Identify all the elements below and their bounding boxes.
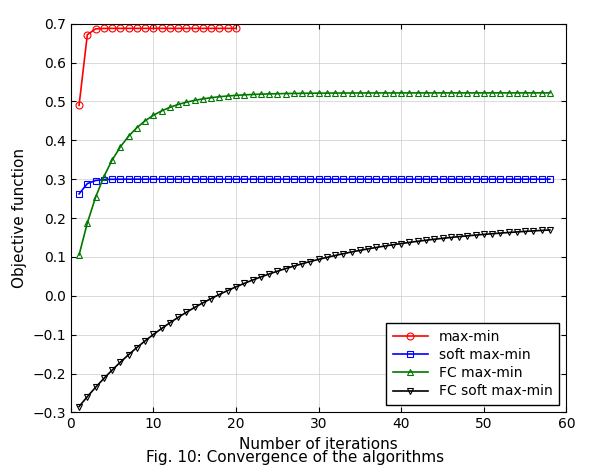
FC max-min xyxy=(530,90,537,96)
soft max-min xyxy=(480,176,487,182)
max-min xyxy=(232,26,240,31)
FC soft max-min xyxy=(472,232,479,238)
FC max-min xyxy=(389,90,396,96)
Line: max-min: max-min xyxy=(76,25,240,109)
max-min xyxy=(84,32,91,37)
FC max-min xyxy=(76,252,83,258)
Line: soft max-min: soft max-min xyxy=(76,176,553,197)
soft max-min xyxy=(183,176,190,182)
FC soft max-min xyxy=(389,242,396,247)
max-min xyxy=(109,26,116,31)
Line: FC max-min: FC max-min xyxy=(76,90,553,258)
max-min xyxy=(150,26,157,31)
FC soft max-min xyxy=(530,228,537,234)
Line: FC soft max-min: FC soft max-min xyxy=(76,227,553,410)
max-min xyxy=(76,102,83,108)
max-min xyxy=(142,26,149,31)
FC soft max-min xyxy=(76,404,83,410)
max-min xyxy=(158,26,165,31)
max-min xyxy=(92,26,99,32)
max-min xyxy=(183,26,190,31)
X-axis label: Number of iterations: Number of iterations xyxy=(239,437,398,452)
max-min xyxy=(208,26,215,31)
max-min xyxy=(125,26,132,31)
FC max-min xyxy=(183,100,190,105)
FC max-min xyxy=(546,90,553,96)
max-min xyxy=(166,26,173,31)
max-min xyxy=(199,26,206,31)
max-min xyxy=(175,26,182,31)
soft max-min xyxy=(431,176,438,182)
FC soft max-min xyxy=(183,310,190,315)
max-min xyxy=(133,26,140,31)
max-min xyxy=(224,26,231,31)
max-min xyxy=(100,26,107,31)
FC soft max-min xyxy=(546,227,553,233)
FC max-min xyxy=(422,90,430,96)
FC soft max-min xyxy=(191,305,198,310)
max-min xyxy=(216,26,223,31)
max-min xyxy=(117,26,124,31)
Legend: max-min, soft max-min, FC max-min, FC soft max-min: max-min, soft max-min, FC max-min, FC so… xyxy=(386,323,559,405)
soft max-min xyxy=(530,176,537,182)
FC soft max-min xyxy=(422,237,430,243)
soft max-min xyxy=(546,176,553,182)
FC max-min xyxy=(191,98,198,103)
soft max-min xyxy=(191,176,198,182)
max-min xyxy=(191,26,198,31)
Y-axis label: Objective function: Objective function xyxy=(12,148,27,288)
soft max-min xyxy=(398,176,405,182)
soft max-min xyxy=(76,191,83,197)
soft max-min xyxy=(323,176,330,182)
Text: Fig. 10: Convergence of the algorithms: Fig. 10: Convergence of the algorithms xyxy=(146,449,444,465)
FC max-min xyxy=(472,90,479,96)
